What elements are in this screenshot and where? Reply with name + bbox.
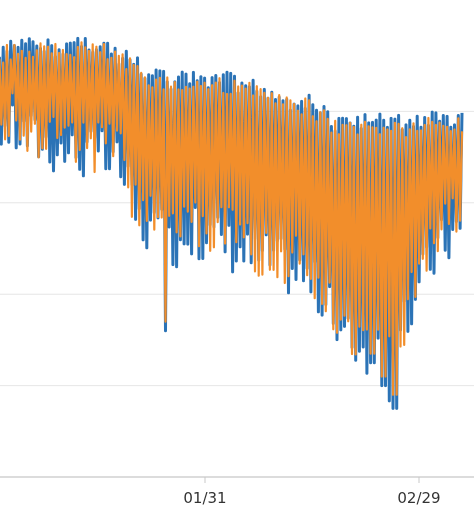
series-line-b bbox=[0, 41, 464, 396]
series-layer bbox=[0, 36, 464, 410]
x-tick-label: 02/29 bbox=[397, 489, 440, 507]
x-tick-label: 01/31 bbox=[183, 489, 226, 507]
series-line-a bbox=[0, 36, 464, 410]
x-axis-ticks: 01/31 02/29 bbox=[183, 477, 441, 507]
